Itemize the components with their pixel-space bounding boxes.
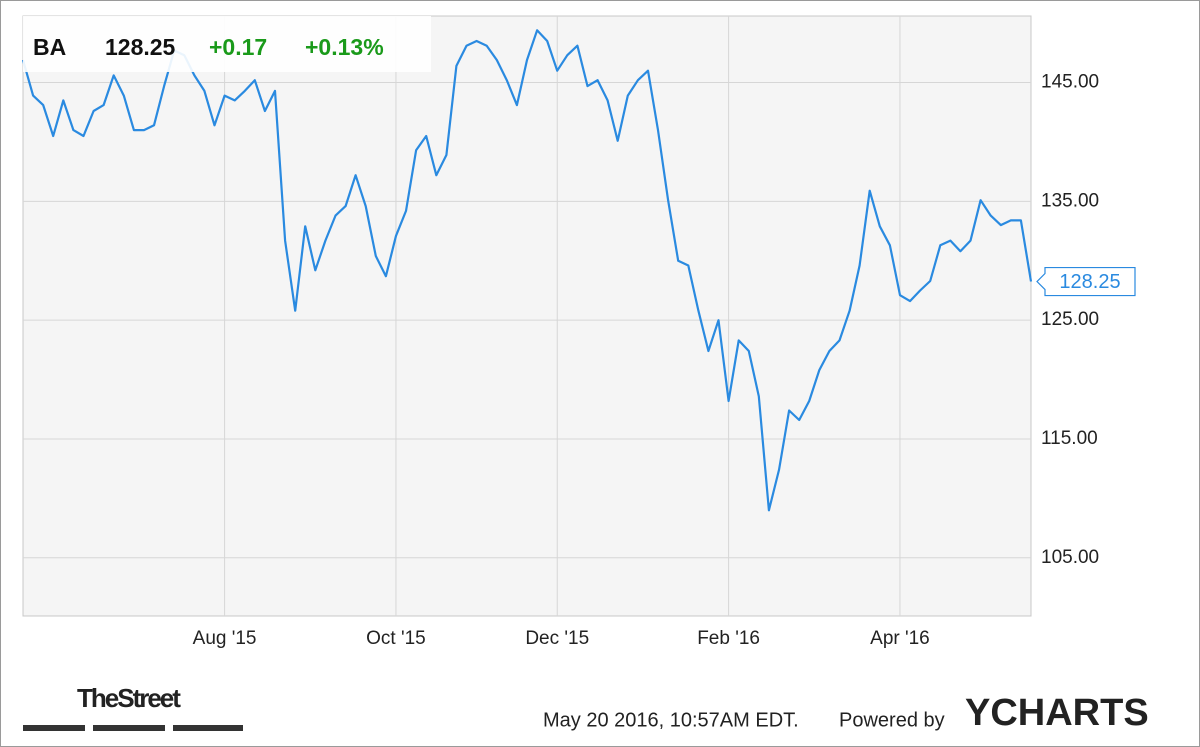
brand-bar (23, 725, 85, 731)
y-tick-label: 145.00 (1041, 72, 1099, 93)
y-tick-label: 135.00 (1041, 190, 1099, 211)
last-value-label: 128.25 (1059, 271, 1120, 293)
y-tick-label: 115.00 (1041, 428, 1098, 449)
brand: TheStreet (77, 683, 181, 713)
x-tick-label: Oct '15 (366, 628, 426, 649)
last-value-box (1036, 266, 1136, 297)
change-percent: +0.13% (305, 34, 384, 60)
y-tick-label: 105.00 (1041, 547, 1099, 568)
price: 128.25 (105, 34, 176, 60)
change: +0.17 (209, 34, 267, 60)
timestamp: May 20 2016, 10:57AM EDT. (543, 709, 799, 731)
provider: YCHARTS (965, 692, 1149, 734)
powered-by: Powered by (839, 709, 945, 731)
header-box (23, 16, 431, 72)
brand-bar (173, 725, 243, 731)
y-tick-label: 125.00 (1041, 309, 1099, 330)
x-tick-label: Dec '15 (525, 628, 589, 649)
x-tick-label: Feb '16 (697, 628, 760, 649)
brand-bar (93, 725, 165, 731)
x-tick-label: Apr '16 (870, 628, 930, 649)
ticker: BA (33, 34, 66, 60)
plot-area (22, 15, 1032, 617)
x-tick-label: Aug '15 (193, 628, 257, 649)
